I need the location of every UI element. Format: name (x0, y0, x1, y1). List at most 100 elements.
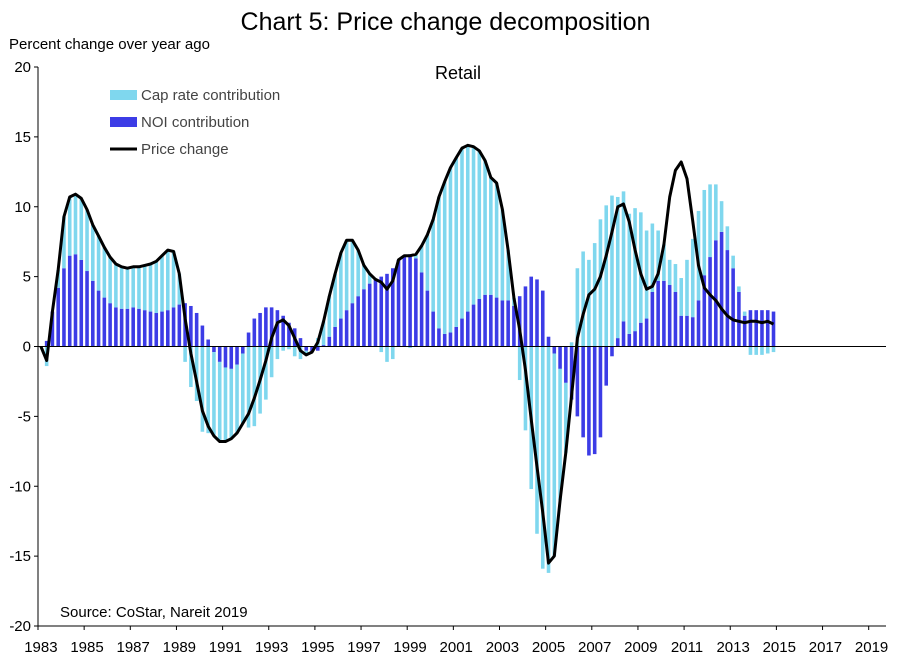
cap-rate-bar (194, 346, 199, 402)
x-tick-label: 1993 (255, 639, 288, 656)
cap-rate-bar (131, 266, 135, 308)
cap-rate-bar (610, 195, 614, 347)
cap-rate-bar (737, 286, 741, 292)
noi-bar (506, 300, 510, 347)
x-tick-label: 2001 (440, 639, 473, 656)
cap-rate-bar (235, 364, 239, 434)
noi-bar (362, 289, 366, 347)
cap-rate-bar (304, 350, 309, 355)
noi-bar (529, 276, 534, 347)
cap-rate-bar (339, 252, 343, 319)
noi-bar (56, 287, 60, 347)
noi-bar (494, 297, 499, 347)
cap-rate-bar (166, 250, 170, 311)
cap-rate-bar (96, 236, 101, 291)
noi-bar (414, 258, 418, 347)
cap-rate-bar (189, 346, 193, 388)
cap-rate-bar (489, 177, 493, 295)
cap-rate-bar (212, 352, 216, 436)
noi-bar (737, 291, 741, 347)
cap-rate-bar (742, 311, 747, 316)
noi-bar (523, 286, 528, 347)
cap-rate-bar (564, 382, 568, 453)
noi-bar (425, 290, 430, 347)
noi-bar (281, 315, 285, 347)
cap-rate-bar (500, 209, 505, 301)
cap-rate-bar (62, 216, 66, 269)
cap-rate-bar (558, 368, 562, 501)
noi-bar (85, 271, 89, 347)
cap-rate-bar (125, 268, 130, 309)
noi-bar (67, 255, 72, 347)
noi-bar (356, 296, 360, 347)
noi-bar (344, 310, 349, 347)
noi-bar (125, 308, 130, 347)
noi-bar (91, 280, 95, 347)
noi-bar (339, 318, 343, 347)
noi-bar (442, 333, 447, 347)
noi-bar (50, 311, 55, 347)
noi-bar (448, 332, 453, 347)
noi-bar (177, 304, 182, 347)
cap-rate-bar (621, 191, 626, 322)
noi-bar (535, 279, 539, 347)
bars-layer (44, 145, 776, 573)
x-tick-label: 2003 (486, 639, 519, 656)
cap-rate-bar (731, 255, 735, 269)
cap-rate-bar (287, 346, 291, 350)
cap-rate-bar (690, 238, 695, 318)
legend-swatch-cap-rate (110, 90, 137, 100)
price-line-layer (39, 143, 775, 565)
noi-bar (708, 257, 712, 347)
noi-bar (44, 340, 49, 347)
cap-rate-bar (477, 150, 482, 299)
noi-bar (667, 285, 672, 347)
noi-bar (119, 308, 124, 347)
cap-rate-bar (604, 205, 609, 347)
y-tick-label: 0 (23, 339, 31, 356)
y-tick-label: 5 (23, 269, 31, 286)
cap-rate-bar (171, 251, 176, 308)
cap-rate-bar (362, 265, 366, 290)
noi-bar (114, 307, 118, 347)
x-tick-label: 1983 (24, 639, 57, 656)
noi-bar (79, 259, 84, 347)
cap-rate-bar (252, 346, 257, 427)
noi-bar (206, 339, 210, 347)
cap-rate-bar (702, 189, 707, 276)
noi-bar (644, 318, 649, 347)
cap-rate-bar (142, 265, 147, 311)
noi-bar (333, 326, 337, 347)
noi-bar (154, 312, 159, 347)
x-tick-label: 1999 (393, 639, 426, 656)
cap-rate-bar (91, 224, 95, 281)
cap-rate-bar (79, 198, 84, 260)
x-tick-label: 2017 (809, 639, 842, 656)
noi-bar (148, 311, 153, 347)
noi-bar (350, 303, 355, 347)
noi-bar (719, 231, 724, 347)
noi-bar (650, 291, 655, 347)
noi-bar (321, 345, 326, 347)
noi-bar (765, 310, 770, 347)
cap-rate-bar (425, 234, 430, 291)
cap-rate-bar (246, 346, 251, 428)
cap-rate-bar (546, 346, 551, 573)
cap-rate-bar (552, 353, 557, 557)
noi-bar (246, 332, 251, 347)
legend: Cap rate contribution NOI contribution Pri… (110, 87, 280, 158)
noi-bar (327, 336, 332, 347)
y-tick-label: 10 (14, 199, 31, 216)
noi-bar (390, 268, 395, 347)
cap-rate-bar (679, 278, 683, 316)
cap-rate-bar (540, 346, 545, 569)
noi-bar (437, 328, 441, 347)
x-tick-label: 2007 (578, 639, 611, 656)
noi-bar (575, 346, 580, 417)
cap-rate-bar (575, 268, 580, 347)
cap-rate-bar (765, 346, 770, 354)
noi-bar (304, 346, 309, 351)
cap-rate-bar (177, 273, 182, 305)
cap-rate-bar (714, 184, 718, 241)
